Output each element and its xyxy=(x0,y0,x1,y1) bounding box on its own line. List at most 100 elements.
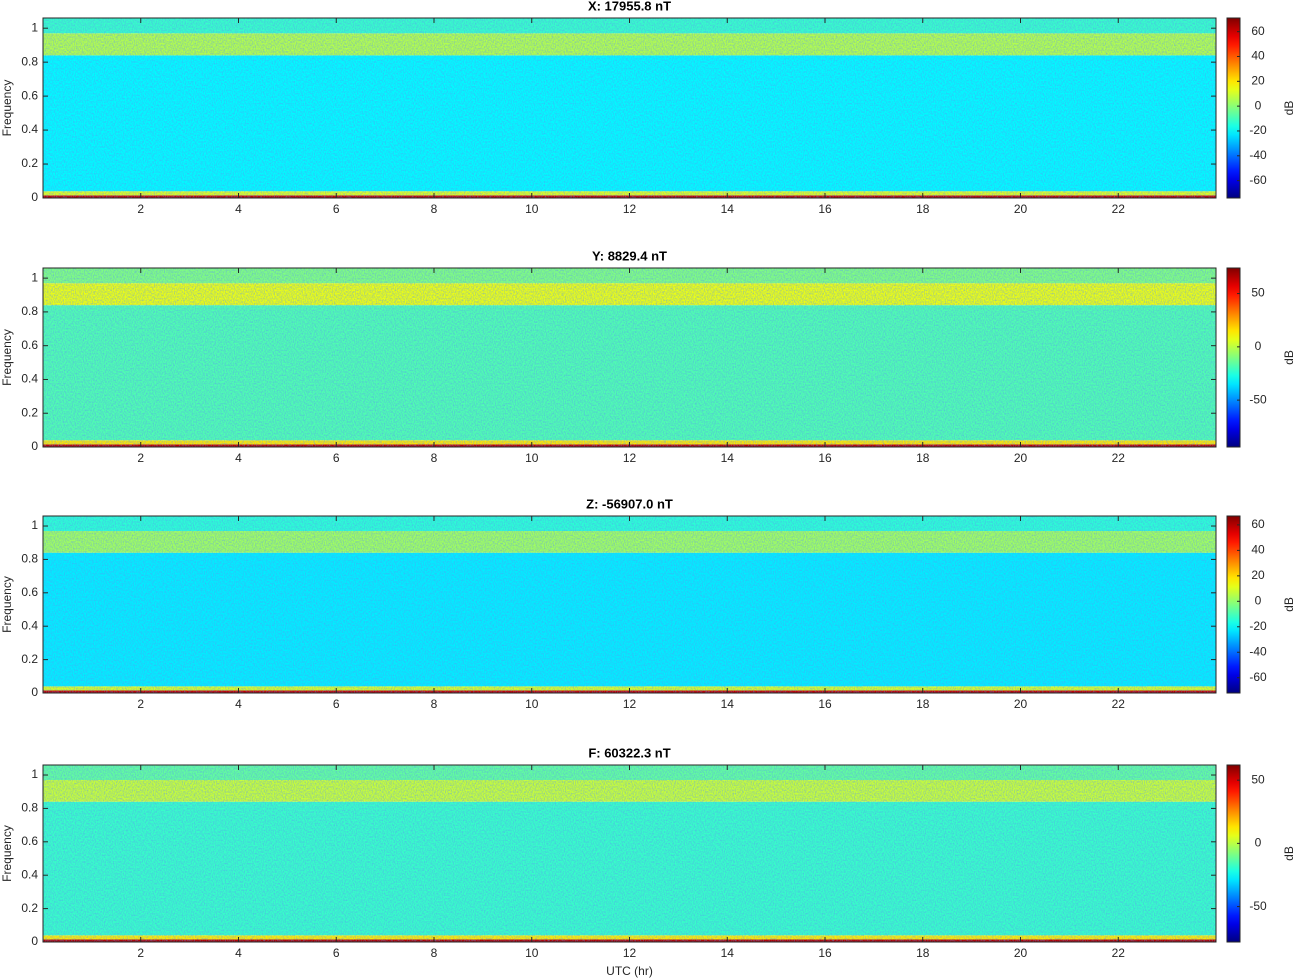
x-tick-label: 6 xyxy=(333,946,340,960)
x-tick-label: 12 xyxy=(623,946,637,960)
x-tick-label: 4 xyxy=(235,697,242,711)
colorbar-tick-label: 0 xyxy=(1255,593,1262,607)
y-tick-label: 0.8 xyxy=(21,552,38,566)
colorbar xyxy=(1226,515,1241,694)
y-tick-label: 0 xyxy=(31,439,38,453)
colorbar-tick-label: 40 xyxy=(1251,543,1265,557)
x-tick-label: 2 xyxy=(137,202,144,216)
colorbar-tick-label: -20 xyxy=(1249,619,1267,633)
colorbar-tick-label: 60 xyxy=(1251,517,1265,531)
x-tick-label: 4 xyxy=(235,202,242,216)
x-axis-label: UTC (hr) xyxy=(606,964,653,978)
y-axis-label: Frequency xyxy=(0,576,14,633)
x-tick-label: 8 xyxy=(431,946,438,960)
y-tick-label: 1 xyxy=(31,270,38,284)
x-tick-label: 10 xyxy=(525,202,539,216)
x-tick-label: 8 xyxy=(431,451,438,465)
x-tick-label: 18 xyxy=(916,946,930,960)
x-tick-label: 6 xyxy=(333,202,340,216)
y-tick-label: 0 xyxy=(31,190,38,204)
panel-title: X: 17955.8 nT xyxy=(588,0,671,13)
colorbar-tick-label: 0 xyxy=(1255,836,1262,850)
y-tick-label: 0.4 xyxy=(21,867,38,881)
colorbar-tick-label: -40 xyxy=(1249,148,1267,162)
y-tick-label: 0.2 xyxy=(21,652,38,666)
y-tick-label: 1 xyxy=(31,767,38,781)
x-tick-label: 8 xyxy=(431,697,438,711)
y-tick-label: 0.6 xyxy=(21,88,38,102)
y-tick-label: 0.8 xyxy=(21,54,38,68)
panel-title: Y: 8829.4 nT xyxy=(592,248,667,263)
y-axis-label: Frequency xyxy=(0,80,14,137)
x-tick-label: 6 xyxy=(333,697,340,711)
x-tick-label: 14 xyxy=(721,946,735,960)
colorbar-tick-label: 40 xyxy=(1251,49,1265,63)
heatmap-texture xyxy=(43,18,1216,198)
y-tick-label: 0.4 xyxy=(21,372,38,386)
x-tick-label: 10 xyxy=(525,946,539,960)
colorbar-tick-label: -50 xyxy=(1249,392,1267,406)
colorbar xyxy=(1226,267,1241,448)
x-tick-label: 10 xyxy=(525,697,539,711)
x-tick-label: 20 xyxy=(1014,202,1028,216)
x-tick-label: 14 xyxy=(721,451,735,465)
x-tick-label: 12 xyxy=(623,451,637,465)
y-tick-label: 0.6 xyxy=(21,834,38,848)
x-tick-label: 20 xyxy=(1014,946,1028,960)
colorbar-tick-label: -20 xyxy=(1249,123,1267,137)
y-tick-label: 0.4 xyxy=(21,122,38,136)
y-tick-label: 1 xyxy=(31,20,38,34)
x-tick-label: 22 xyxy=(1112,697,1126,711)
y-tick-label: 0.6 xyxy=(21,585,38,599)
colorbar-tick-label: 20 xyxy=(1251,568,1265,582)
x-tick-label: 12 xyxy=(623,202,637,216)
colorbar-label: dB xyxy=(1282,846,1296,861)
y-tick-label: 0 xyxy=(31,934,38,948)
y-tick-label: 0.8 xyxy=(21,304,38,318)
colorbar-tick-label: -60 xyxy=(1249,173,1267,187)
heatmap-texture xyxy=(43,516,1216,693)
x-tick-label: 14 xyxy=(721,202,735,216)
y-tick-label: 0.4 xyxy=(21,618,38,632)
colorbar-label: dB xyxy=(1282,350,1296,365)
x-tick-label: 20 xyxy=(1014,451,1028,465)
colorbar-tick-label: 0 xyxy=(1255,98,1262,112)
panel-title: Z: -56907.0 nT xyxy=(586,496,673,511)
x-tick-label: 18 xyxy=(916,451,930,465)
colorbar-tick-label: -50 xyxy=(1249,899,1267,913)
x-tick-label: 2 xyxy=(137,451,144,465)
heatmap-texture xyxy=(43,268,1216,447)
x-tick-label: 22 xyxy=(1112,451,1126,465)
y-axis-label: Frequency xyxy=(0,825,14,882)
colorbar xyxy=(1226,17,1241,199)
heatmap-texture xyxy=(43,765,1216,942)
y-tick-label: 1 xyxy=(31,518,38,532)
x-tick-label: 6 xyxy=(333,451,340,465)
colorbar-tick-label: 50 xyxy=(1251,286,1265,300)
x-tick-label: 22 xyxy=(1112,946,1126,960)
x-tick-label: 2 xyxy=(137,946,144,960)
x-tick-label: 16 xyxy=(818,946,832,960)
x-tick-label: 4 xyxy=(235,451,242,465)
y-tick-label: 0.2 xyxy=(21,405,38,419)
x-tick-label: 16 xyxy=(818,697,832,711)
y-tick-label: 0.2 xyxy=(21,156,38,170)
panel-title: F: 60322.3 nT xyxy=(588,745,670,760)
x-tick-label: 16 xyxy=(818,451,832,465)
y-tick-label: 0.8 xyxy=(21,801,38,815)
colorbar-tick-label: 20 xyxy=(1251,73,1265,87)
x-tick-label: 14 xyxy=(721,697,735,711)
colorbar-tick-label: -40 xyxy=(1249,644,1267,658)
colorbar-tick-label: -60 xyxy=(1249,670,1267,684)
x-tick-label: 18 xyxy=(916,202,930,216)
colorbar-tick-label: 60 xyxy=(1251,24,1265,38)
colorbar-tick-label: 50 xyxy=(1251,772,1265,786)
y-tick-label: 0.2 xyxy=(21,901,38,915)
colorbar-label: dB xyxy=(1282,101,1296,116)
x-tick-label: 10 xyxy=(525,451,539,465)
x-tick-label: 20 xyxy=(1014,697,1028,711)
x-tick-label: 18 xyxy=(916,697,930,711)
x-tick-label: 22 xyxy=(1112,202,1126,216)
x-tick-label: 2 xyxy=(137,697,144,711)
